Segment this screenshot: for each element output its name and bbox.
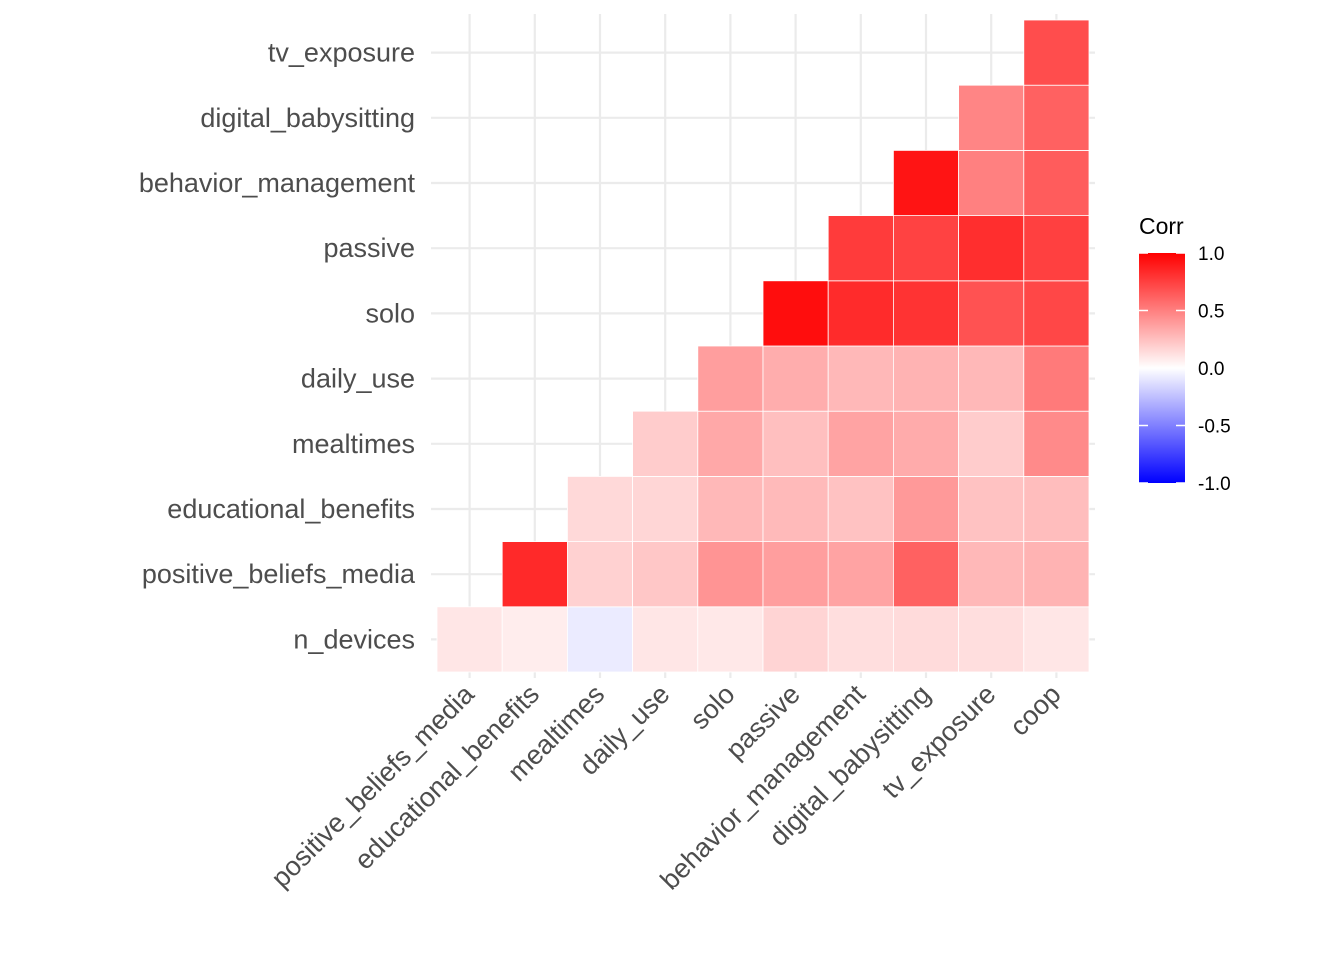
heatmap-cell xyxy=(697,475,764,542)
heatmap-cell xyxy=(827,606,894,673)
heatmap-cell xyxy=(958,84,1025,151)
heatmap-cell xyxy=(567,541,634,608)
y-tick-label: daily_use xyxy=(301,364,415,394)
heatmap-cell xyxy=(1023,280,1090,347)
heatmap-cell xyxy=(1023,475,1090,542)
legend-title: Corr xyxy=(1139,213,1184,239)
y-tick-label: passive xyxy=(323,233,415,263)
heatmap-cell xyxy=(632,541,699,608)
heatmap-cell xyxy=(762,280,829,347)
heatmap-cell xyxy=(501,606,568,673)
heatmap-cell xyxy=(1023,345,1090,412)
heatmap-cell xyxy=(958,149,1025,216)
heatmap-cell xyxy=(697,410,764,477)
heatmap-cell xyxy=(827,215,894,282)
heatmap-cell xyxy=(762,475,829,542)
heatmap-cell xyxy=(827,541,894,608)
heatmap-cell xyxy=(827,410,894,477)
heatmap-cell xyxy=(762,606,829,673)
heatmap-cell xyxy=(697,606,764,673)
x-tick-label: coop xyxy=(1004,679,1067,742)
heatmap-cell xyxy=(958,345,1025,412)
heatmap-cell xyxy=(436,606,503,673)
color-legend: Corr 1.0 0.5 0.0 -0.5 -1.0 xyxy=(1139,213,1231,495)
heatmap-cell xyxy=(893,475,960,542)
heatmap-cell xyxy=(1023,541,1090,608)
heatmap-cell xyxy=(697,345,764,412)
heatmap-cell xyxy=(893,606,960,673)
heatmap-cell xyxy=(632,606,699,673)
legend-tick-label: -1.0 xyxy=(1198,474,1231,495)
heatmap-cell xyxy=(762,345,829,412)
legend-tick-label: 0.5 xyxy=(1198,302,1224,323)
heatmap-cell xyxy=(893,345,960,412)
heatmap-cell xyxy=(827,475,894,542)
heatmap-cell xyxy=(762,410,829,477)
heatmap-cell xyxy=(632,475,699,542)
y-tick-label: positive_beliefs_media xyxy=(142,559,416,589)
heatmap-cell xyxy=(893,410,960,477)
heatmap-cell xyxy=(893,215,960,282)
heatmap-cell xyxy=(827,345,894,412)
heatmap-cell xyxy=(1023,606,1090,673)
heatmap-cells xyxy=(436,19,1090,673)
y-tick-label: solo xyxy=(365,298,415,328)
heatmap-cell xyxy=(827,280,894,347)
x-axis-tick-labels: positive_beliefs_mediaeducational_benefi… xyxy=(265,678,1066,895)
heatmap-cell xyxy=(567,606,634,673)
heatmap-cell xyxy=(1023,19,1090,86)
heatmap-cell xyxy=(958,475,1025,542)
y-tick-label: behavior_management xyxy=(139,168,416,198)
heatmap-cell xyxy=(1023,84,1090,151)
heatmap-cell xyxy=(893,541,960,608)
heatmap-cell xyxy=(632,410,699,477)
y-tick-label: digital_babysitting xyxy=(200,103,415,133)
heatmap-cell xyxy=(1023,149,1090,216)
heatmap-cell xyxy=(958,215,1025,282)
heatmap-cell xyxy=(1023,410,1090,477)
heatmap-cell xyxy=(958,280,1025,347)
y-tick-label: tv_exposure xyxy=(268,38,415,68)
heatmap-cell xyxy=(697,541,764,608)
heatmap-cell xyxy=(958,541,1025,608)
heatmap-cell xyxy=(501,541,568,608)
y-tick-label: educational_benefits xyxy=(167,494,415,524)
y-axis-tick-labels: n_devices positive_beliefs_media education… xyxy=(139,38,416,655)
heatmap-cell xyxy=(762,541,829,608)
x-tick-label: solo xyxy=(684,679,740,735)
heatmap-cell xyxy=(958,606,1025,673)
legend-tick-label: -0.5 xyxy=(1198,417,1231,438)
legend-tick-label: 0.0 xyxy=(1198,359,1224,380)
legend-tick-label: 1.0 xyxy=(1198,244,1224,265)
heatmap-cell xyxy=(893,280,960,347)
heatmap-cell xyxy=(893,149,960,216)
y-tick-label: mealtimes xyxy=(292,429,415,459)
y-tick-label: n_devices xyxy=(293,624,415,654)
heatmap-cell xyxy=(1023,215,1090,282)
heatmap-cell xyxy=(958,410,1025,477)
heatmap-cell xyxy=(567,475,634,542)
